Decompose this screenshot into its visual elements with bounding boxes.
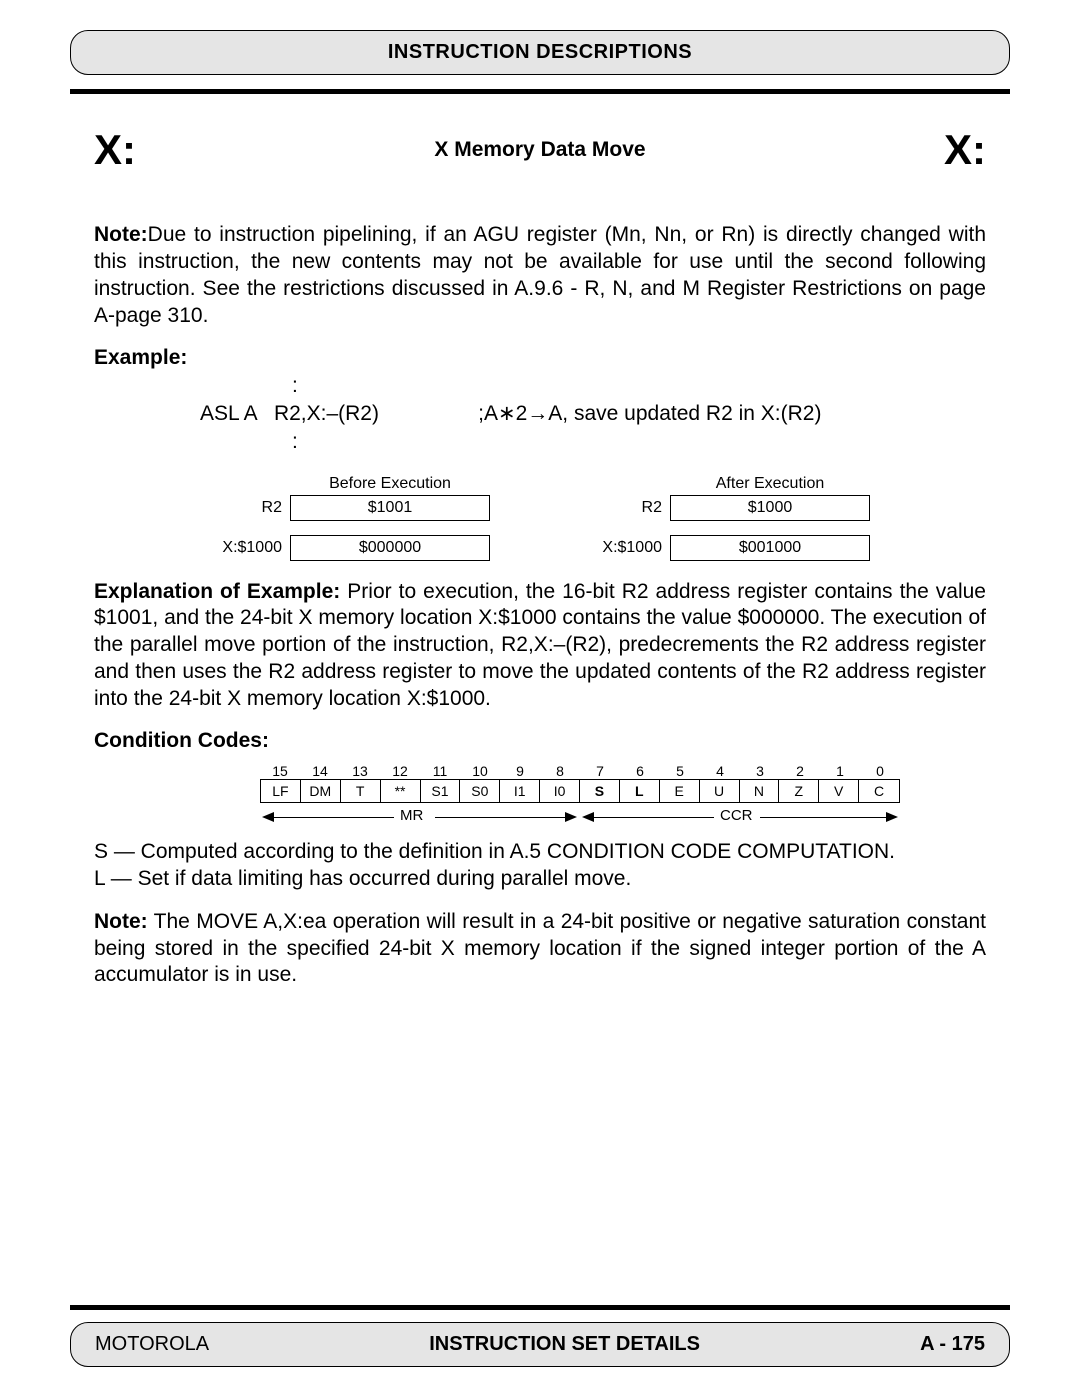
note2-para: Note: The MOVE A,X:ea operation will res… bbox=[70, 909, 1010, 990]
cc-bit-10: 10 bbox=[460, 763, 500, 779]
footer-box: MOTOROLA INSTRUCTION SET DETAILS A - 175 bbox=[70, 1322, 1010, 1367]
footer: MOTOROLA INSTRUCTION SET DETAILS A - 175 bbox=[70, 1305, 1010, 1367]
cc-bit-15: 15 bbox=[260, 763, 300, 779]
mr-line-left bbox=[274, 817, 394, 818]
exec-table: Before Execution After Execution R2 $100… bbox=[70, 475, 1010, 561]
cc-bit-9: 9 bbox=[500, 763, 540, 779]
cc-flag-n: N bbox=[740, 780, 780, 802]
ccr-arrow-left-icon bbox=[582, 812, 594, 822]
note2-text: The MOVE A,X:ea operation will result in… bbox=[94, 910, 986, 987]
cc-flag-s0: S0 bbox=[460, 780, 500, 802]
cc-desc-s: S — Computed according to the definition… bbox=[94, 839, 986, 866]
exec-r1-val-r: $001000 bbox=[670, 535, 870, 561]
cc-bit-12: 12 bbox=[380, 763, 420, 779]
exec-r1-lbl-l: X:$1000 bbox=[170, 539, 290, 557]
note1-label: Note: bbox=[94, 223, 148, 246]
example-colon-1: : bbox=[200, 372, 986, 400]
cc-flag-v: V bbox=[819, 780, 859, 802]
cc-flag-i0: I0 bbox=[540, 780, 580, 802]
exec-r1-val-l: $000000 bbox=[290, 535, 490, 561]
cc-flag-e: E bbox=[660, 780, 700, 802]
ccr-line-left bbox=[594, 817, 714, 818]
example-line: ASL A R2,X:–(R2) ;A∗2→A, save updated R2… bbox=[200, 400, 986, 428]
cc-flag-lf: LF bbox=[261, 780, 301, 802]
ex-l1c: ;A∗ bbox=[478, 402, 515, 425]
page-header-box: INSTRUCTION DESCRIPTIONS bbox=[70, 30, 1010, 75]
cc-bit-4: 4 bbox=[700, 763, 740, 779]
cc-table: 15 14 13 12 11 10 9 8 7 6 5 4 3 2 1 0 LF… bbox=[70, 763, 1010, 829]
ex-l1a: ASL A bbox=[200, 402, 256, 425]
exec-r0-val-l: $1001 bbox=[290, 495, 490, 521]
cc-flag-s1: S1 bbox=[421, 780, 461, 802]
exec-r0-lbl-r: R2 bbox=[550, 499, 670, 517]
example-colon-2: : bbox=[200, 428, 986, 456]
cc-bit-5: 5 bbox=[660, 763, 700, 779]
cc-bit-11: 11 bbox=[420, 763, 460, 779]
cc-bitnums: 15 14 13 12 11 10 9 8 7 6 5 4 3 2 1 0 bbox=[260, 763, 1010, 779]
mr-label: MR bbox=[400, 807, 423, 824]
cc-bit-1: 1 bbox=[820, 763, 860, 779]
cc-bit-7: 7 bbox=[580, 763, 620, 779]
cc-label: Condition Codes: bbox=[70, 729, 1010, 753]
ex-l1e: A, save updated R2 in X:(R2) bbox=[548, 402, 821, 425]
cc-flag-u: U bbox=[700, 780, 740, 802]
note1-para: Note:Due to instruction pipelining, if a… bbox=[70, 222, 1010, 330]
cc-desc: S — Computed according to the definition… bbox=[70, 839, 1010, 893]
explanation-label: Explanation of Example: bbox=[94, 580, 340, 603]
cc-flag-dm: DM bbox=[301, 780, 341, 802]
mr-arrow-right-icon bbox=[565, 812, 577, 822]
footer-left: MOTOROLA bbox=[95, 1333, 209, 1356]
note2-label: Note: bbox=[94, 910, 148, 933]
cc-mr-ccr-row: MR CCR bbox=[260, 805, 900, 829]
cc-bit-14: 14 bbox=[300, 763, 340, 779]
cc-bit-2: 2 bbox=[780, 763, 820, 779]
exec-r0-val-r: $1000 bbox=[670, 495, 870, 521]
ex-l1b: R2,X:–(R2) bbox=[274, 402, 379, 425]
mr-line-right bbox=[435, 817, 565, 818]
ccr-label: CCR bbox=[720, 807, 753, 824]
title-mid: X Memory Data Move bbox=[434, 138, 645, 162]
cc-bit-0: 0 bbox=[860, 763, 900, 779]
footer-mid: INSTRUCTION SET DETAILS bbox=[429, 1333, 700, 1356]
footer-rule bbox=[70, 1305, 1010, 1310]
page-header-title: INSTRUCTION DESCRIPTIONS bbox=[388, 41, 692, 63]
example-block: : ASL A R2,X:–(R2) ;A∗2→A, save updated … bbox=[70, 372, 1010, 457]
ccr-arrow-right-icon bbox=[886, 812, 898, 822]
footer-right: A - 175 bbox=[920, 1333, 985, 1356]
title-left: X: bbox=[94, 126, 136, 174]
explanation-para: Explanation of Example: Prior to executi… bbox=[70, 579, 1010, 713]
exec-row-1: X:$1000 $000000 X:$1000 $001000 bbox=[170, 535, 950, 561]
cc-bit-8: 8 bbox=[540, 763, 580, 779]
arrow-icon: → bbox=[527, 402, 548, 425]
instruction-title-row: X: X Memory Data Move X: bbox=[70, 126, 1010, 174]
cc-flag-t: T bbox=[341, 780, 381, 802]
header-rule bbox=[70, 89, 1010, 94]
cc-flag-cells: LF DM T ** S1 S0 I1 I0 S L E U N Z V C bbox=[260, 779, 900, 803]
exec-r0-lbl-l: R2 bbox=[170, 499, 290, 517]
exec-header-row: Before Execution After Execution bbox=[170, 475, 950, 493]
ex-l1d: 2 bbox=[516, 402, 528, 425]
after-exec-label: After Execution bbox=[670, 475, 870, 493]
cc-desc-l: L — Set if data limiting has occurred du… bbox=[94, 866, 986, 893]
cc-flag-s: S bbox=[580, 780, 620, 802]
example-label: Example: bbox=[70, 346, 1010, 370]
cc-flag-i1: I1 bbox=[500, 780, 540, 802]
exec-r1-lbl-r: X:$1000 bbox=[550, 539, 670, 557]
cc-flag-star: ** bbox=[381, 780, 421, 802]
cc-flag-z: Z bbox=[779, 780, 819, 802]
cc-flag-l: L bbox=[620, 780, 660, 802]
ccr-line-right bbox=[760, 817, 886, 818]
mr-arrow-left-icon bbox=[262, 812, 274, 822]
note1-text: Due to instruction pipelining, if an AGU… bbox=[94, 223, 986, 327]
cc-flag-c: C bbox=[859, 780, 899, 802]
before-exec-label: Before Execution bbox=[290, 475, 490, 493]
cc-bit-13: 13 bbox=[340, 763, 380, 779]
cc-bit-6: 6 bbox=[620, 763, 660, 779]
cc-bit-3: 3 bbox=[740, 763, 780, 779]
exec-row-0: R2 $1001 R2 $1000 bbox=[170, 495, 950, 521]
title-right: X: bbox=[944, 126, 986, 174]
